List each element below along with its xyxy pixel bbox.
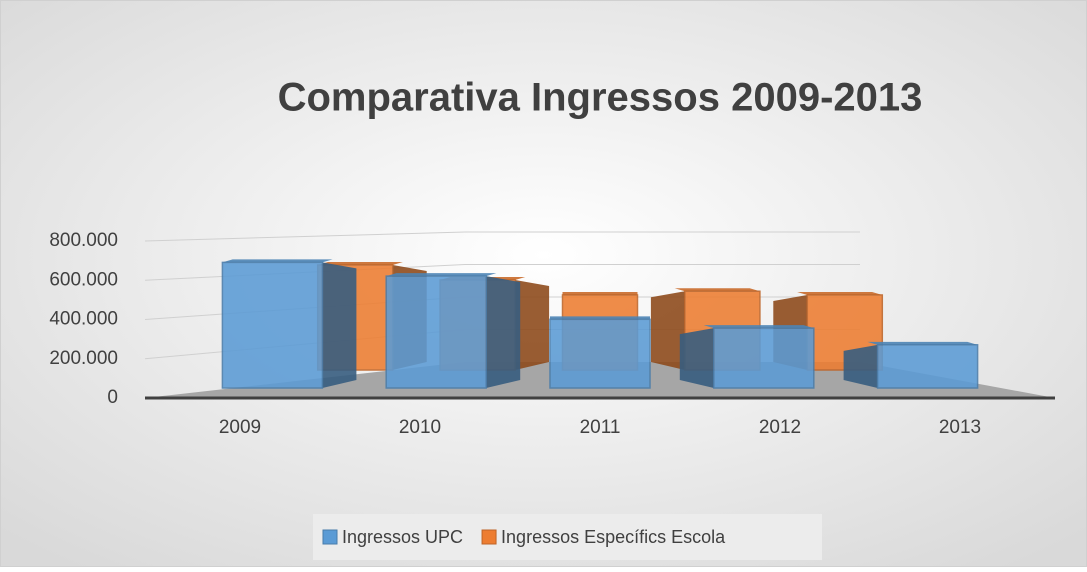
y-tick-label: 0 xyxy=(107,387,118,408)
legend-label: Ingressos Específics Escola xyxy=(501,527,726,547)
chart-title: Comparativa Ingressos 2009-2013 xyxy=(278,76,923,120)
legend xyxy=(313,514,822,560)
y-tick-label: 200.000 xyxy=(49,348,118,369)
legend-swatch xyxy=(322,529,338,545)
bar xyxy=(549,318,651,389)
x-tick-label: 2010 xyxy=(399,417,441,438)
bar-side xyxy=(486,276,521,388)
x-tick-label: 2012 xyxy=(759,417,801,438)
y-tick-label: 400.000 xyxy=(49,309,118,330)
bar xyxy=(385,275,487,389)
bar-side xyxy=(843,344,878,388)
x-tick-label: 2011 xyxy=(580,417,621,438)
legend-label: Ingressos UPC xyxy=(342,527,463,547)
bar xyxy=(713,327,815,389)
bar-side xyxy=(650,291,685,370)
bar xyxy=(876,344,979,389)
y-tick-label: 600.000 xyxy=(49,269,118,290)
bar-side xyxy=(679,328,714,388)
bar-side xyxy=(515,280,550,370)
bar-top xyxy=(703,325,814,329)
grid-line xyxy=(144,231,466,242)
x-tick-label: 2009 xyxy=(219,417,261,438)
legend-swatch xyxy=(481,529,497,545)
y-tick-label: 800.000 xyxy=(49,230,118,251)
x-tick-label: 2013 xyxy=(939,417,981,438)
bar-side xyxy=(322,262,357,388)
bar xyxy=(221,261,324,389)
